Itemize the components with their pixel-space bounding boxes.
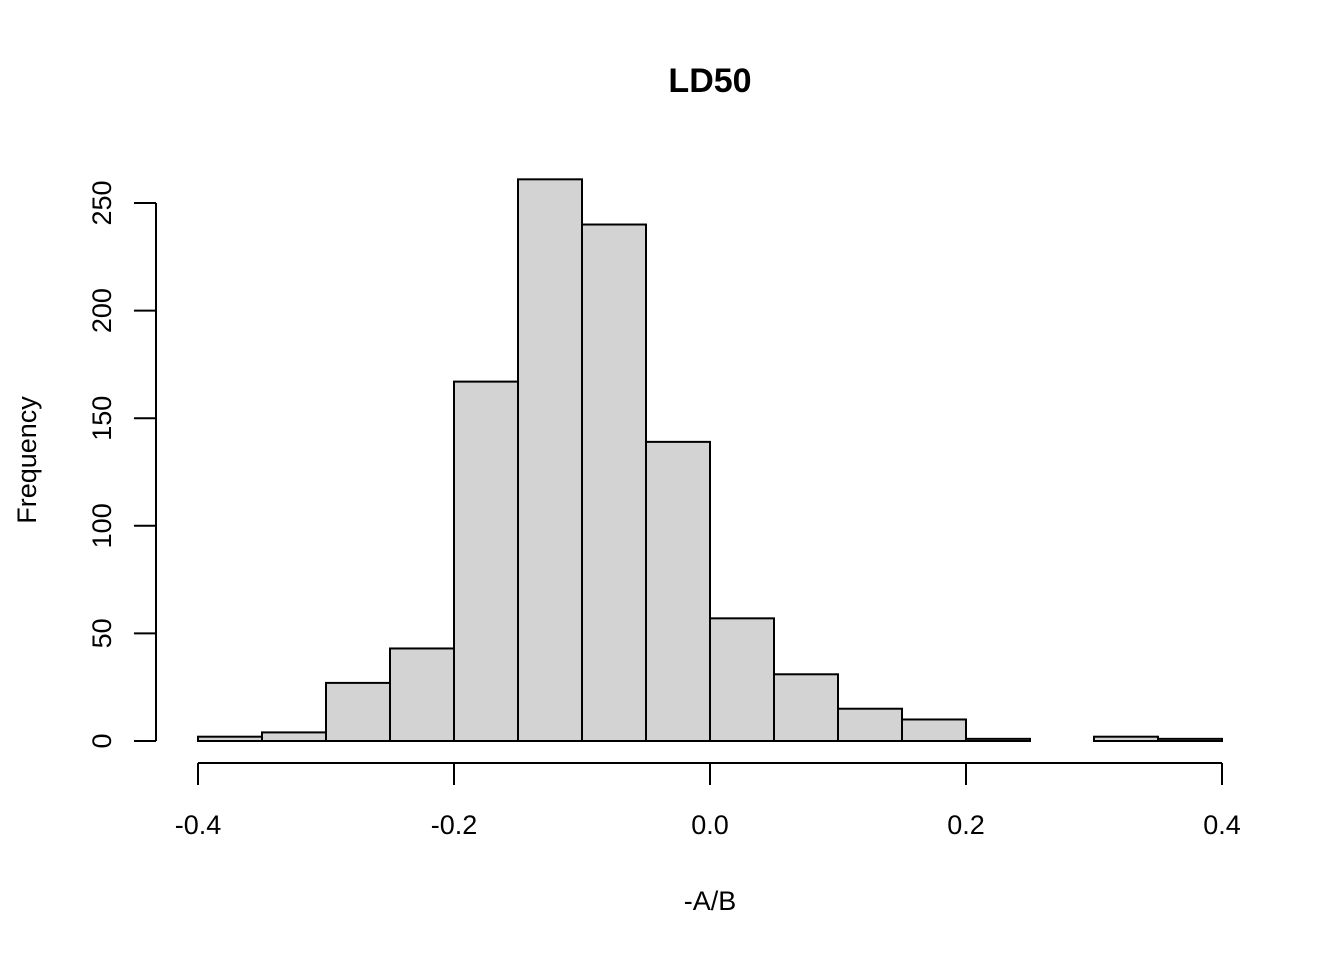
x-tick-label: 0.4 bbox=[1203, 810, 1241, 840]
histogram-bar bbox=[901, 718, 967, 742]
y-tick-label: 50 bbox=[87, 618, 117, 648]
histogram-bar bbox=[517, 178, 583, 742]
histogram-bar bbox=[645, 440, 711, 742]
chart-title: LD50 bbox=[668, 62, 751, 100]
y-axis-label: Frequency bbox=[12, 396, 42, 524]
histogram-bar bbox=[325, 681, 391, 742]
x-axis: -0.4 -0.2 0.0 0.2 0.4 bbox=[175, 762, 1241, 840]
histogram-bar bbox=[837, 707, 903, 742]
bars-group bbox=[197, 178, 1223, 743]
histogram-bar bbox=[773, 673, 839, 743]
x-tick-label: 0.0 bbox=[691, 810, 729, 840]
x-axis-label: -A/B bbox=[684, 886, 737, 916]
x-tick-label: -0.2 bbox=[431, 810, 478, 840]
x-tick-label: 0.2 bbox=[947, 810, 985, 840]
histogram-bar bbox=[709, 617, 775, 742]
histogram-bar bbox=[1093, 735, 1159, 742]
histogram-bar bbox=[197, 735, 263, 742]
y-tick-label: 200 bbox=[87, 288, 117, 333]
y-tick-label: 0 bbox=[87, 733, 117, 748]
histogram-bar bbox=[261, 731, 327, 743]
histogram-bar bbox=[965, 737, 1031, 743]
x-tick-label: -0.4 bbox=[175, 810, 222, 840]
histogram-bar bbox=[1157, 737, 1223, 743]
histogram-bar bbox=[389, 647, 455, 742]
y-tick-label: 150 bbox=[87, 396, 117, 441]
y-axis: 0 50 100 150 200 250 bbox=[87, 180, 157, 749]
y-tick-label: 250 bbox=[87, 180, 117, 225]
y-tick-label: 100 bbox=[87, 503, 117, 548]
histogram-bar bbox=[453, 380, 519, 742]
histogram-bar bbox=[581, 223, 647, 742]
